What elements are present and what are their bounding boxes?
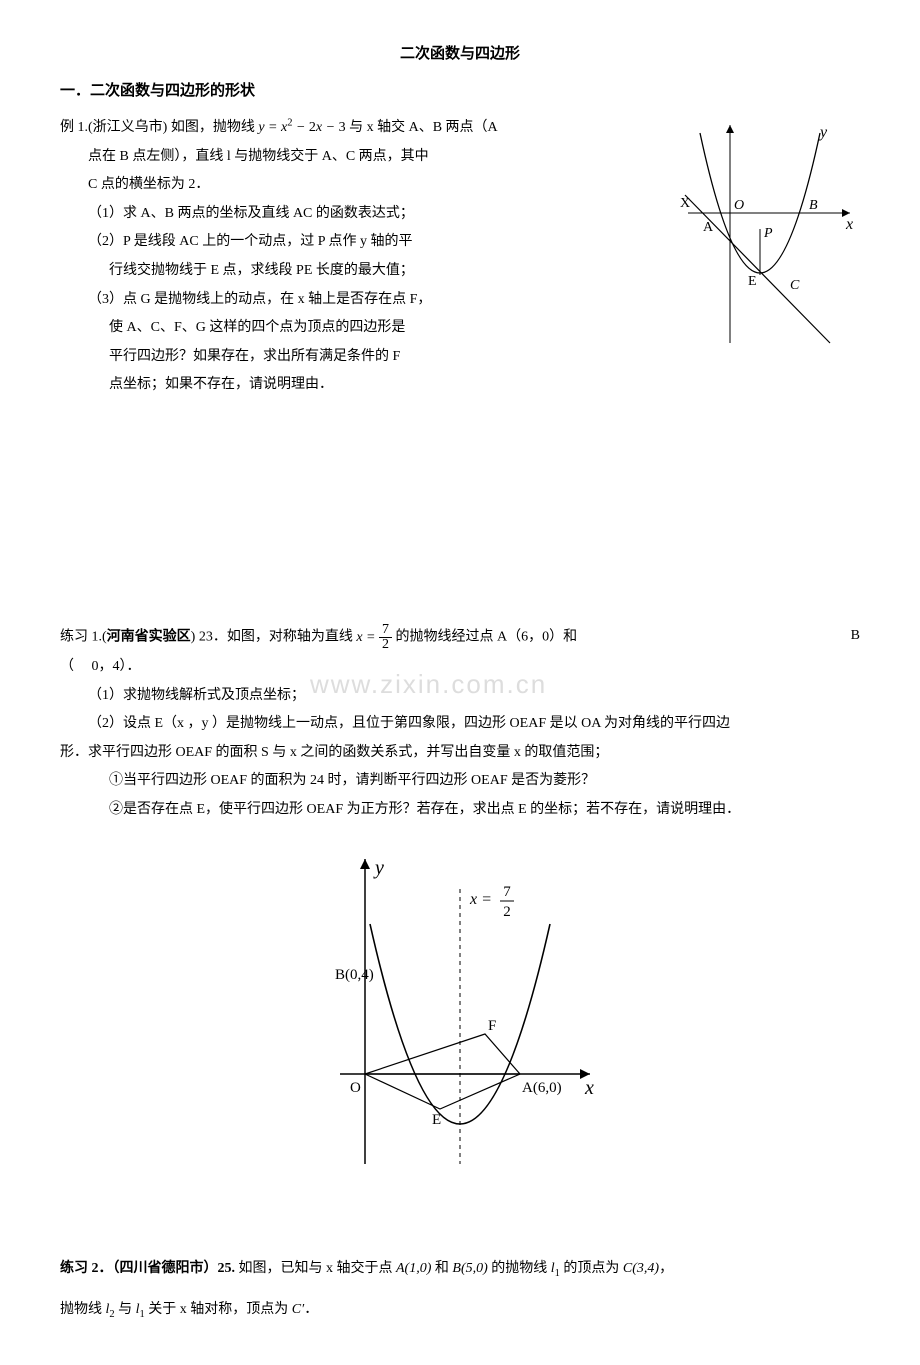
y-arrow-2 <box>360 859 370 869</box>
lbl-fd: 2 <box>503 904 511 920</box>
prac2-l1b: l1 <box>136 1302 145 1317</box>
ex1-tail: 与 x 轴交 A、B 两点（A <box>346 120 498 135</box>
ex1-q3c: 平行四边形？如果存在，求出所有满足条件的 F <box>60 344 650 371</box>
page-title: 二次函数与四边形 <box>60 40 860 69</box>
lbl-fn: 7 <box>503 884 511 900</box>
lbl-x: x <box>845 216 853 233</box>
prac2-B: B(5,0) <box>452 1261 487 1276</box>
section-1-head: 一．二次函数与四边形的形状 <box>60 77 860 106</box>
prac1-mid: ) 23．如图，对称轴为直线 <box>191 630 357 645</box>
ex1-line: 例 1.(浙江义乌市) 如图，抛物线 y = x2 − 2x − 3 与 x 轴… <box>60 115 650 142</box>
lbl-y2: y <box>373 857 384 879</box>
quad-oeaf <box>365 1034 520 1109</box>
lbl-O: O <box>734 198 744 213</box>
prac2-l2a: 抛物线 <box>60 1302 106 1317</box>
lbl-B2: B(0,4) <box>335 967 374 983</box>
lbl-x2: x <box>584 1077 594 1099</box>
prac2-l2b: 与 <box>115 1302 136 1317</box>
lbl-y: y <box>818 124 828 141</box>
frac-n: 7 <box>379 623 392 638</box>
lbl-C: C <box>790 278 800 293</box>
prac2-end: ． <box>304 1302 318 1317</box>
lbl-A: A <box>703 220 714 235</box>
ex1-eqn: y = x2 − 2x − 3 <box>258 120 345 135</box>
fig2-svg: y x O B(0,4) A(6,0) E F x = 7 2 <box>310 844 610 1174</box>
prac2-C: C(3,4) <box>623 1261 659 1276</box>
lbl-A2: A(6,0) <box>522 1080 562 1096</box>
prac2-line2: 抛物线 l2 与 l1 关于 x 轴对称，顶点为 C′． <box>60 1297 860 1324</box>
fig1-svg: y x X O A B P E C <box>670 113 860 353</box>
line-l <box>685 195 830 343</box>
prac2-line: 练习 2．（四川省德阳市）25. 如图，已知与 x 轴交于点 A(1,0) 和 … <box>60 1256 860 1283</box>
lbl-B: B <box>809 198 818 213</box>
figure-1: y x X O A B P E C <box>670 113 860 364</box>
prac2-prefix: 练习 2．（四川省德阳市）25. <box>60 1261 235 1276</box>
figure-2: y x O B(0,4) A(6,0) E F x = 7 2 <box>60 844 860 1185</box>
lbl-xeq: x = <box>469 891 492 908</box>
ex1-l1: 点在 B 点左侧），直线 l 与抛物线交于 A、C 两点，其中 <box>60 144 650 171</box>
prac1-q2b-t: 形．求平行四边形 OEAF 的面积 S 与 x 之间的函数关系式，并写出自变量 … <box>60 745 608 760</box>
lbl-E: E <box>748 274 757 289</box>
prac1-line: 练习 1.(河南省实验区) 23．如图，对称轴为直线 x = 72 的抛物线经过… <box>60 623 860 652</box>
ex1-l1-t: 点在 B 点左侧），直线 l 与抛物线交于 A、C 两点，其中 <box>88 149 429 164</box>
prac2-mid: 如图，已知与 x 轴交于点 <box>235 1261 396 1276</box>
frac-d: 2 <box>379 638 392 652</box>
prac2-A: A(1,0) <box>396 1261 431 1276</box>
prac1-B: B <box>791 623 860 652</box>
prac1-lhs: x = <box>356 630 375 645</box>
lbl-F2: F <box>488 1018 496 1034</box>
prac1-suffix: 的抛物线经过点 A（6，0）和 <box>392 630 577 645</box>
prac2-l2: l2 <box>106 1302 115 1317</box>
y-arrow <box>726 125 734 133</box>
prac1-q4: ②是否存在点 E，使平行四边形 OEAF 为正方形？若存在，求出点 E 的坐标；… <box>60 797 860 824</box>
lbl-X: X <box>680 196 690 211</box>
ex1-l2: C 点的横坐标为 2． <box>60 172 650 199</box>
prac1-q2a: （2）设点 E（x ，y ）是抛物线上一动点，且位于第四象限，四边形 OEAF … <box>60 711 860 738</box>
ex1-q3b: 使 A、C、F、G 这样的四个点为顶点的四边形是 <box>60 315 650 342</box>
prac1-l2: （ 0，4）． <box>60 654 860 681</box>
prac1-q1: （1）求抛物线解析式及顶点坐标； <box>60 683 860 710</box>
lbl-O2: O <box>350 1080 361 1096</box>
prac1-bold: 河南省实验区 <box>107 630 191 645</box>
ex1-q1: （1）求 A、B 两点的坐标及直线 AC 的函数表达式； <box>60 201 650 228</box>
ex1-q2a: （2）P 是线段 AC 上的一个动点，过 P 点作 y 轴的平 <box>60 229 650 256</box>
lbl-E2: E <box>432 1112 441 1128</box>
prac1-q2b: 形．求平行四边形 OEAF 的面积 S 与 x 之间的函数关系式，并写出自变量 … <box>60 740 860 767</box>
prac1-q2a-t: （2）设点 E（x ，y ）是抛物线上一动点，且位于第四象限，四边形 OEAF … <box>88 716 730 731</box>
prac2-vertex: 的顶点为 <box>560 1261 623 1276</box>
ex1-q2b: 行线交抛物线于 E 点，求线段 PE 长度的最大值； <box>60 258 650 285</box>
lbl-P: P <box>763 226 773 241</box>
prac2-after: 的抛物线 <box>488 1261 551 1276</box>
prac2-and: 和 <box>431 1261 452 1276</box>
prac2-l2c: 关于 x 轴对称，顶点为 <box>145 1302 292 1317</box>
prac2-l1: l1 <box>551 1261 560 1276</box>
prac2-Cp: C′ <box>292 1302 304 1317</box>
ex1-q3d: 点坐标；如果不存在，请说明理由． <box>60 372 650 399</box>
ex1-head: 例 1.(浙江义乌市) 如图，抛物线 <box>60 120 258 135</box>
prac1-eqn: x = 72 <box>356 630 392 645</box>
prac1-prefix: 练习 1.( <box>60 630 107 645</box>
prac2-comma: ， <box>659 1261 673 1276</box>
prac1-q3: ①当平行四边形 OEAF 的面积为 24 时，请判断平行四边形 OEAF 是否为… <box>60 768 860 795</box>
ex1-q3a: （3）点 G 是抛物线上的动点，在 x 轴上是否存在点 F， <box>60 287 650 314</box>
